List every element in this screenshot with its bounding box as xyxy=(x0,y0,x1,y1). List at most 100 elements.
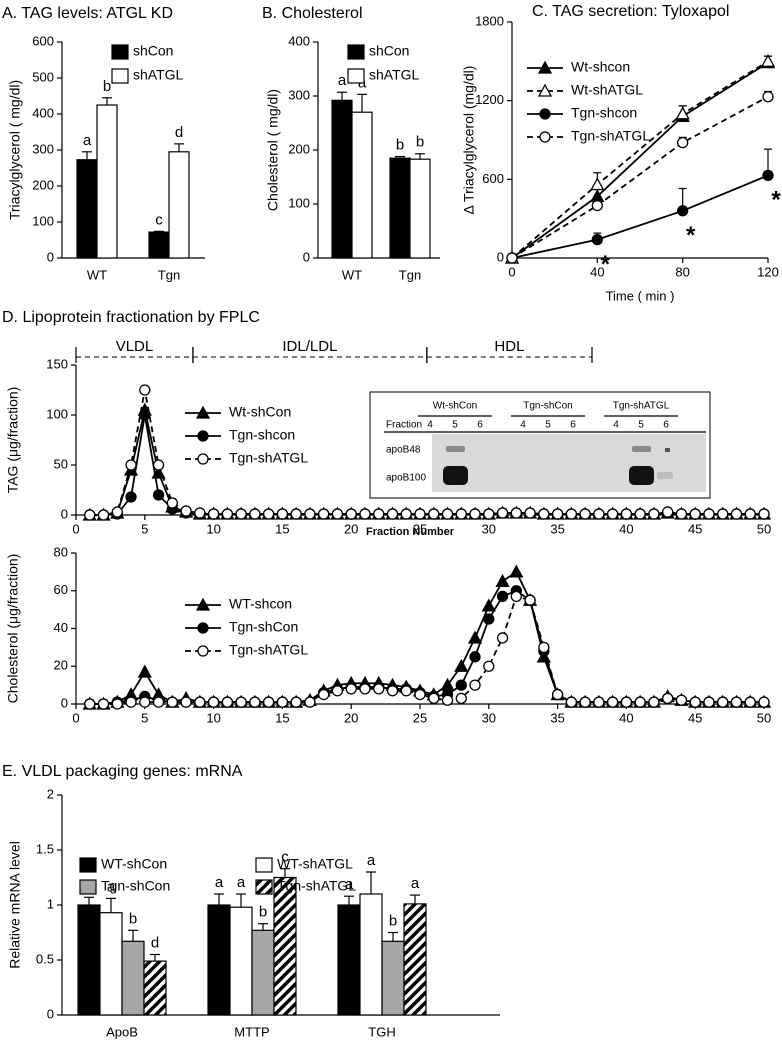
x-tick-label: 40 xyxy=(619,710,633,725)
y-tick-label: 1800 xyxy=(475,13,504,28)
bar xyxy=(121,940,145,1016)
legend-swatch xyxy=(111,44,129,60)
region-label: VLDL xyxy=(116,338,154,355)
x-tick-label: 0 xyxy=(72,710,79,725)
band-label: apoB48 xyxy=(386,445,421,456)
y-tick-label: 0 xyxy=(61,506,68,521)
x-tick-label: 5 xyxy=(141,521,148,536)
blot-membrane xyxy=(432,434,706,492)
bar xyxy=(337,904,361,1016)
x-tick-label: WT xyxy=(87,267,107,282)
data-point xyxy=(111,698,123,710)
chart-title: A. TAG levels: ATGL KD xyxy=(2,5,173,22)
y-tick-label: 400 xyxy=(288,33,310,48)
data-point xyxy=(675,508,688,520)
data-point xyxy=(496,507,509,519)
y-tick-label: 400 xyxy=(32,105,54,120)
data-point xyxy=(207,696,220,708)
y-axis-label: Cholesterol ( mg/dl) xyxy=(265,89,281,211)
bar xyxy=(251,929,275,1016)
data-point xyxy=(441,694,454,706)
data-point xyxy=(139,696,151,708)
x-tick-label: Tgn xyxy=(158,267,180,282)
lane-label: 4 xyxy=(613,420,619,431)
y-axis-label: Δ Triacylglycerol (mg/dl) xyxy=(461,66,477,215)
y-tick-label: 0 xyxy=(47,249,54,264)
blot-band xyxy=(632,446,651,452)
y-tick-label: 20 xyxy=(54,658,68,673)
chart-title: E. VLDL packaging genes: mRNA xyxy=(2,763,243,780)
x-tick-label: 35 xyxy=(550,710,564,725)
data-point xyxy=(455,692,467,704)
significance-label: c xyxy=(281,849,289,866)
data-point xyxy=(125,459,137,471)
data-point xyxy=(125,696,137,708)
data-point xyxy=(538,641,550,654)
data-point xyxy=(662,692,674,704)
data-point xyxy=(290,696,302,708)
data-point xyxy=(717,696,729,708)
significance-label: d xyxy=(175,124,183,141)
bar xyxy=(273,876,297,1016)
significance-label: b xyxy=(259,904,267,921)
data-point xyxy=(744,508,756,520)
x-tick-label: Tgn xyxy=(399,267,421,282)
x-axis-label: Time ( min ) xyxy=(606,288,675,303)
x-tick-label: 5 xyxy=(141,710,148,725)
data-point xyxy=(386,685,399,697)
legend-swatch xyxy=(255,879,273,895)
data-point xyxy=(496,632,509,644)
data-point xyxy=(414,688,426,701)
data-point xyxy=(345,508,357,520)
data-point xyxy=(506,252,518,264)
y-tick-label: 300 xyxy=(288,87,310,102)
legend-swatch xyxy=(79,857,97,873)
x-tick-label: 45 xyxy=(688,521,702,536)
data-point xyxy=(400,508,412,520)
legend-label: Tgn-shCon xyxy=(229,619,298,635)
data-point xyxy=(593,508,605,520)
x-tick-label: 120 xyxy=(757,264,779,279)
x-tick-label: 25 xyxy=(413,710,427,725)
y-tick-label: 0 xyxy=(303,249,310,264)
y-tick-label: 600 xyxy=(32,33,54,48)
significance-label: a xyxy=(107,878,116,895)
legend-marker xyxy=(195,405,211,419)
bar xyxy=(143,960,167,1016)
lane-label: 5 xyxy=(545,420,551,431)
x-tick-label: ApoB xyxy=(106,1024,138,1039)
y-tick-label: 200 xyxy=(288,141,310,156)
data-point xyxy=(483,613,495,625)
y-tick-label: 300 xyxy=(32,141,54,156)
legend-label: Tgn-shATGL xyxy=(229,450,308,466)
legend-marker xyxy=(197,622,209,634)
data-point xyxy=(675,106,690,120)
data-point xyxy=(469,679,481,691)
series-line xyxy=(511,60,769,259)
x-tick-label: 15 xyxy=(275,521,289,536)
blot-band xyxy=(446,446,465,452)
y-tick-label: 0 xyxy=(47,1006,54,1021)
data-point xyxy=(524,594,536,606)
legend-label: Wt-shcon xyxy=(571,59,630,75)
blot-inset: apoB48 apoB100 Fraction xyxy=(369,391,711,499)
x-tick-label: 20 xyxy=(344,521,358,536)
data-point xyxy=(758,696,770,708)
legend-marker xyxy=(197,645,209,657)
legend-marker xyxy=(539,108,551,120)
legend-label: Wt-shCon xyxy=(229,404,291,420)
data-point xyxy=(634,696,646,708)
data-point xyxy=(481,598,496,612)
data-point xyxy=(717,508,729,520)
significance-label: b xyxy=(389,912,397,929)
data-point xyxy=(509,564,524,578)
data-point xyxy=(111,506,123,518)
x-tick-label: 30 xyxy=(482,521,496,536)
lane-group-label: Tgn-shATGL xyxy=(613,401,670,412)
data-point xyxy=(469,651,481,663)
chart-title: C. TAG secretion: Tyloxapol xyxy=(532,3,729,20)
data-point xyxy=(579,508,591,520)
data-point xyxy=(84,698,96,710)
x-tick-label: 30 xyxy=(482,710,496,725)
